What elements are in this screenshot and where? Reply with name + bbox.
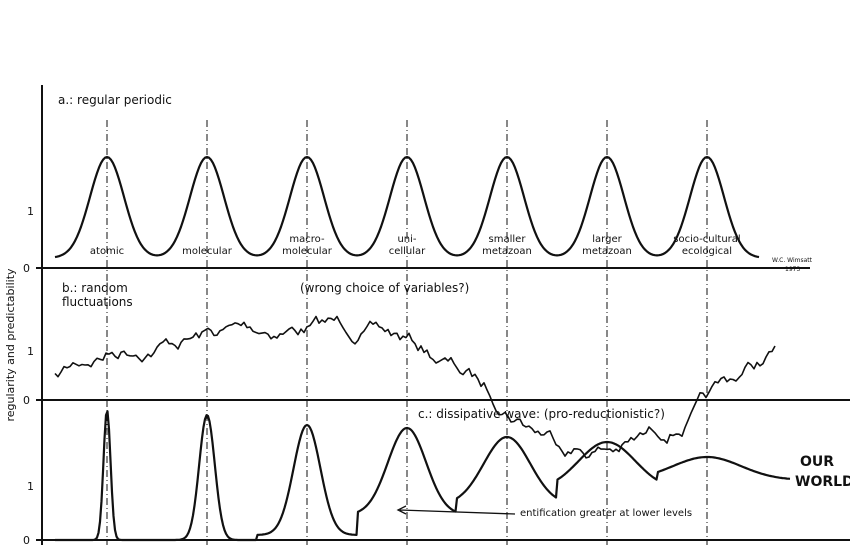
signature: W.C. Wimsatt bbox=[772, 257, 813, 264]
level-label: socio-cultural bbox=[673, 234, 740, 245]
arrow bbox=[396, 505, 516, 515]
axis-label: regularity and predictability bbox=[4, 268, 17, 422]
one-label: 1 bbox=[27, 205, 34, 218]
one-label: 1 bbox=[27, 345, 34, 358]
level-label: atomic bbox=[90, 246, 124, 257]
level-label: metazoan bbox=[582, 246, 632, 257]
dissipative-curve bbox=[55, 410, 791, 542]
panel-note: entification greater at lower levels bbox=[520, 508, 692, 519]
level-label: uni- bbox=[397, 234, 416, 245]
one-label: 1 bbox=[27, 480, 34, 493]
level-label: molecular bbox=[182, 246, 233, 257]
zero-label: 0 bbox=[23, 394, 30, 407]
panel-title: c.: dissipative wave: (pro-reductionisti… bbox=[418, 407, 665, 421]
level-label: molecular bbox=[282, 246, 333, 257]
end-label: OUR bbox=[800, 454, 834, 470]
panel-title: a.: regular periodic bbox=[58, 93, 172, 107]
zero-label: 0 bbox=[23, 262, 30, 275]
level-label: larger bbox=[592, 234, 622, 245]
panel-note: (wrong choice of variables?) bbox=[300, 281, 469, 295]
end-label: WORLD? bbox=[795, 474, 850, 490]
level-label: smaller bbox=[489, 234, 527, 245]
level-label: cellular bbox=[389, 246, 426, 257]
panel-title: b.: random bbox=[62, 281, 128, 295]
level-label: macro- bbox=[289, 234, 325, 245]
level-label: ecological bbox=[682, 246, 732, 257]
random-curve bbox=[54, 315, 776, 459]
signature: 1973 bbox=[785, 266, 800, 273]
level-label: metazoan bbox=[482, 246, 532, 257]
zero-label: 0 bbox=[23, 534, 30, 545]
periodic-curve bbox=[54, 155, 760, 259]
panel-title: fluctuations bbox=[62, 295, 133, 309]
